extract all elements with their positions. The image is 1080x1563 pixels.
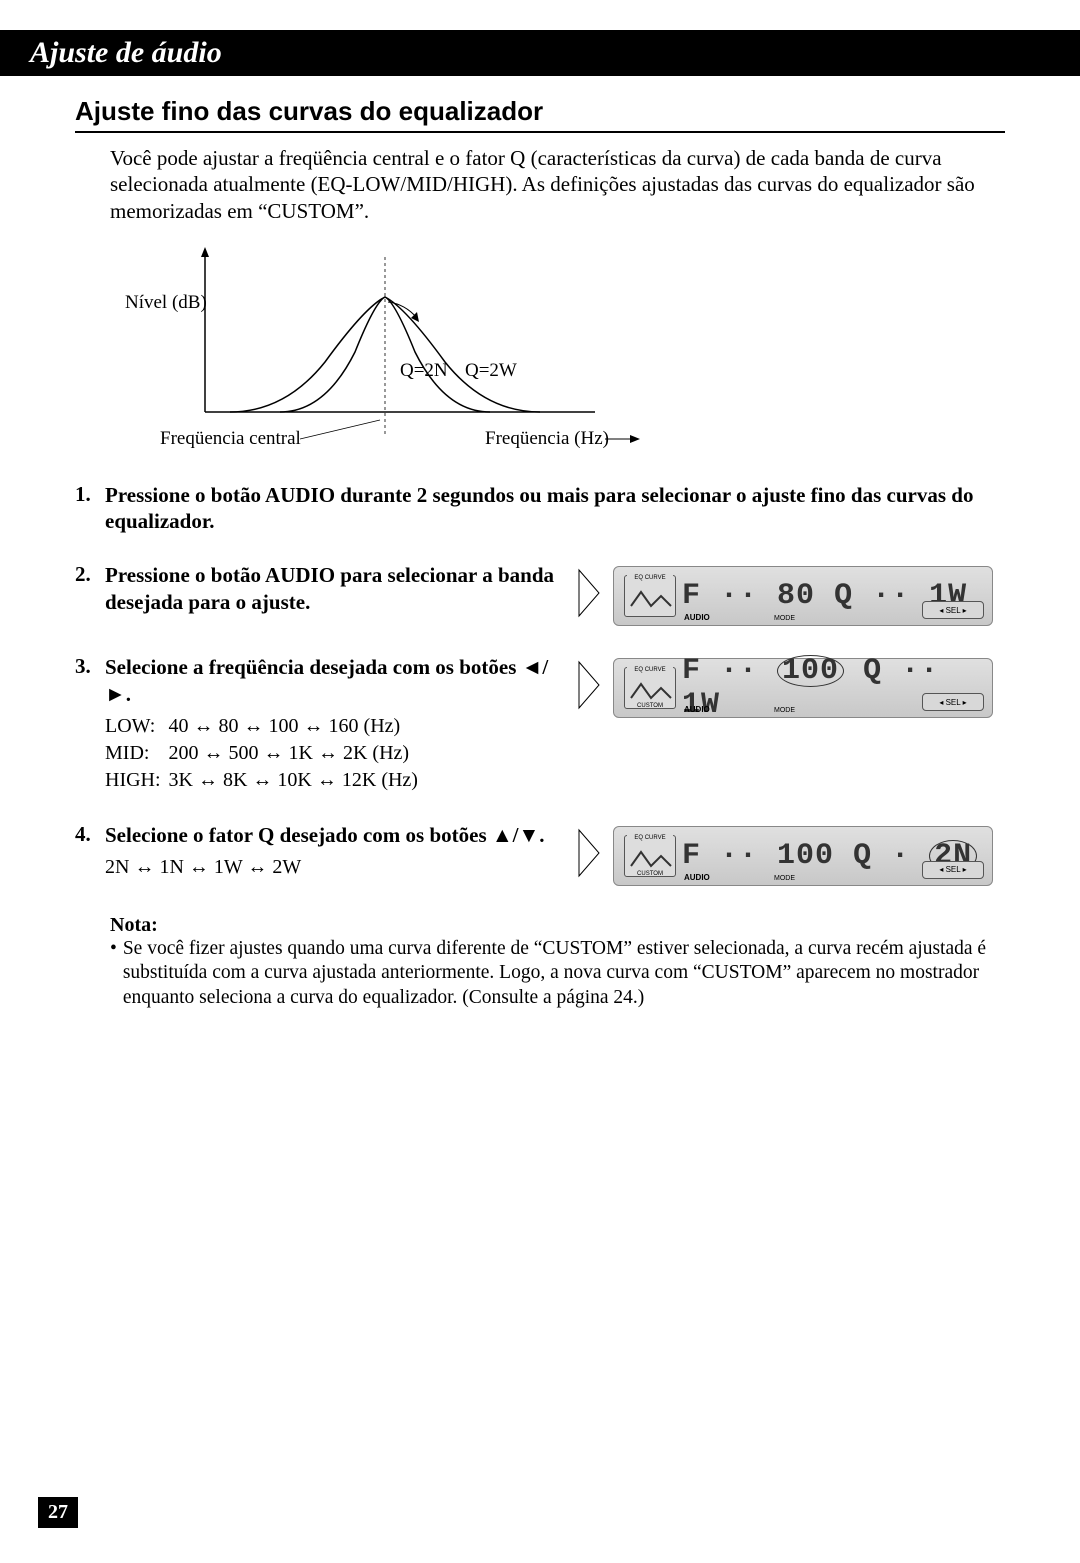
- graph-center-freq-label: Freqüencia central: [160, 428, 301, 450]
- lcd-display-step3: CUSTOM F ·· 100 Q ·· 1W AUDIO MODE ◂ SEL…: [613, 658, 993, 718]
- q-factor-seq: 2N ↔ 1N ↔ 1W ↔ 2W: [105, 854, 565, 881]
- band-seq: 3K ↔ 8K ↔ 10K ↔ 12K (Hz): [169, 767, 426, 794]
- band-label: HIGH:: [105, 767, 169, 794]
- eq-curve-graph: Nível (dB) Q=2N Q=2W Freqüencia central …: [125, 242, 645, 452]
- lcd-freq-value-circled: 100: [777, 655, 844, 687]
- step-4: 4. Selecione o fator Q desejado com os b…: [75, 822, 1005, 886]
- sel-button-graphic: ◂ SEL ▸: [922, 601, 984, 619]
- note-body: • Se você fizer ajustes quando uma curva…: [110, 937, 1005, 1010]
- step-heading: Selecione a freqüência desejada com os b…: [105, 654, 565, 707]
- mode-label: MODE: [774, 707, 795, 714]
- pointer-icon: [575, 566, 603, 620]
- freq-ranges-table: LOW:40 ↔ 80 ↔ 100 ↔ 160 (Hz) MID:200 ↔ 5…: [105, 713, 426, 794]
- pointer-icon: [575, 826, 603, 880]
- band-seq: 200 ↔ 500 ↔ 1K ↔ 2K (Hz): [169, 740, 426, 767]
- lcd-display-step2: F ·· 80 Q ·· 1W AUDIO MODE ◂ SEL ▸: [613, 566, 993, 626]
- lcd-q-label: Q ·: [853, 839, 910, 873]
- lcd-display-step4: CUSTOM F ·· 100 Q · 2N AUDIO MODE ◂ SEL …: [613, 826, 993, 886]
- step-number: 2.: [75, 562, 97, 626]
- lcd-f-label: F ··: [682, 654, 758, 688]
- custom-label: CUSTOM: [627, 871, 673, 877]
- sel-button-graphic: ◂ SEL ▸: [922, 861, 984, 879]
- eq-curve-icon: CUSTOM: [624, 835, 676, 877]
- graph-svg: [125, 242, 645, 452]
- custom-label: CUSTOM: [627, 703, 673, 709]
- page-number: 27: [38, 1497, 78, 1528]
- step-number: 4.: [75, 822, 97, 886]
- graph-q-wide-label: Q=2W: [465, 360, 517, 382]
- pointer-icon: [575, 658, 603, 712]
- lcd-q-label: Q ··: [863, 654, 939, 688]
- band-label: MID:: [105, 740, 169, 767]
- step-number: 1.: [75, 482, 97, 535]
- band-seq: 40 ↔ 80 ↔ 100 ↔ 160 (Hz): [169, 713, 426, 740]
- lcd-q-label: Q ··: [834, 579, 910, 613]
- step-3: 3. Selecione a freqüência desejada com o…: [75, 654, 1005, 794]
- step-heading: Pressione o botão AUDIO durante 2 segund…: [105, 482, 1005, 535]
- graph-x-label: Freqüencia (Hz): [485, 428, 609, 450]
- content-area: Ajuste fino das curvas do equalizador Vo…: [0, 76, 1080, 1010]
- eq-curve-icon: [624, 575, 676, 617]
- mode-label: MODE: [774, 875, 795, 882]
- step-number: 3.: [75, 654, 97, 794]
- band-label: LOW:: [105, 713, 169, 740]
- header-bar: Ajuste de áudio: [0, 30, 1080, 76]
- page-header-title: Ajuste de áudio: [30, 36, 1050, 70]
- lcd-freq-value: 80: [777, 579, 815, 613]
- note-text: Se você fizer ajustes quando uma curva d…: [123, 937, 1005, 1010]
- lcd-freq-value: 100: [777, 839, 834, 873]
- note-heading: Nota:: [110, 914, 1005, 937]
- step-heading: Selecione o fator Q desejado com os botõ…: [105, 822, 565, 848]
- step-1: 1. Pressione o botão AUDIO durante 2 seg…: [75, 482, 1005, 535]
- mode-label: MODE: [774, 615, 795, 622]
- graph-q-narrow-label: Q=2N: [400, 360, 448, 382]
- intro-paragraph: Você pode ajustar a freqüência central e…: [110, 145, 1005, 224]
- steps-list: 1. Pressione o botão AUDIO durante 2 seg…: [75, 482, 1005, 886]
- sel-button-graphic: ◂ SEL ▸: [922, 693, 984, 711]
- graph-y-label: Nível (dB): [125, 292, 207, 314]
- bullet-icon: •: [110, 937, 117, 1010]
- audio-label: AUDIO: [684, 705, 710, 714]
- step-heading: Pressione o botão AUDIO para selecionar …: [105, 562, 565, 615]
- section-title: Ajuste fino das curvas do equalizador: [75, 96, 1005, 133]
- audio-label: AUDIO: [684, 613, 710, 622]
- eq-curve-icon: CUSTOM: [624, 667, 676, 709]
- lcd-f-label: F ··: [682, 579, 758, 613]
- lcd-text: F ·· 100 Q ·· 1W: [682, 654, 982, 722]
- lcd-f-label: F ··: [682, 839, 758, 873]
- step-2: 2. Pressione o botão AUDIO para selecion…: [75, 562, 1005, 626]
- audio-label: AUDIO: [684, 873, 710, 882]
